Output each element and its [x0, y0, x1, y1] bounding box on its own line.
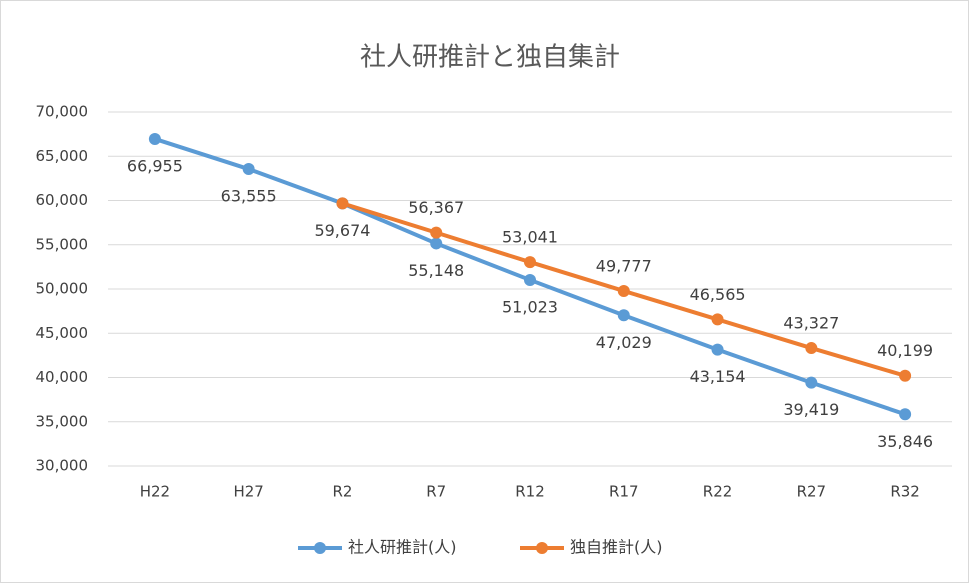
legend-marker	[314, 542, 326, 554]
data-point	[899, 369, 912, 382]
y-tick-label: 60,000	[36, 191, 89, 209]
data-label: 51,023	[502, 297, 558, 316]
y-tick-label: 35,000	[36, 412, 89, 430]
data-point	[242, 163, 255, 176]
y-tick-label: 50,000	[36, 280, 89, 298]
x-tick-label: R12	[515, 483, 545, 501]
y-tick-label: 70,000	[36, 103, 89, 121]
x-tick-label: R22	[703, 483, 733, 501]
data-point	[148, 132, 161, 145]
data-label: 43,154	[690, 367, 746, 386]
data-point	[524, 273, 536, 286]
data-label: 39,419	[783, 400, 839, 419]
data-label: 66,955	[127, 156, 183, 175]
x-tick-label: H22	[140, 483, 170, 501]
y-tick-label: 55,000	[36, 235, 89, 253]
x-tick-label: R2	[332, 483, 352, 501]
y-tick-label: 45,000	[36, 324, 89, 342]
data-label: 35,846	[877, 432, 933, 451]
data-point	[617, 284, 630, 297]
x-tick-label: R17	[609, 483, 639, 501]
y-tick-label: 30,000	[36, 457, 89, 475]
data-point	[524, 256, 536, 269]
x-tick-label: R7	[426, 483, 446, 501]
data-point	[430, 226, 443, 239]
x-tick-label: R32	[890, 483, 920, 501]
chart-title: 社人研推計と独自集計	[360, 43, 620, 73]
data-label: 53,041	[502, 228, 558, 247]
data-label: 49,777	[596, 256, 652, 275]
y-tick-label: 65,000	[36, 147, 89, 165]
legend-label: 独自推計(人)	[570, 538, 663, 557]
data-point	[805, 342, 818, 355]
data-label: 59,674	[314, 221, 370, 240]
data-point	[711, 343, 724, 356]
legend-label: 社人研推計(人)	[348, 538, 457, 557]
data-label: 55,148	[408, 261, 464, 280]
data-point	[711, 313, 724, 326]
data-point	[899, 408, 912, 421]
x-tick-label: H27	[233, 483, 263, 501]
x-tick-label: R27	[797, 483, 827, 501]
data-point	[617, 309, 630, 322]
data-point	[336, 197, 349, 210]
data-label: 43,327	[783, 314, 839, 333]
data-label: 56,367	[408, 198, 464, 217]
data-point	[805, 376, 818, 389]
data-point	[430, 237, 443, 250]
data-label: 47,029	[596, 333, 652, 352]
y-tick-label: 40,000	[36, 368, 89, 386]
data-label: 63,555	[221, 187, 277, 206]
data-label: 46,565	[690, 285, 746, 304]
legend-marker	[536, 542, 548, 554]
data-label: 40,199	[877, 341, 933, 360]
